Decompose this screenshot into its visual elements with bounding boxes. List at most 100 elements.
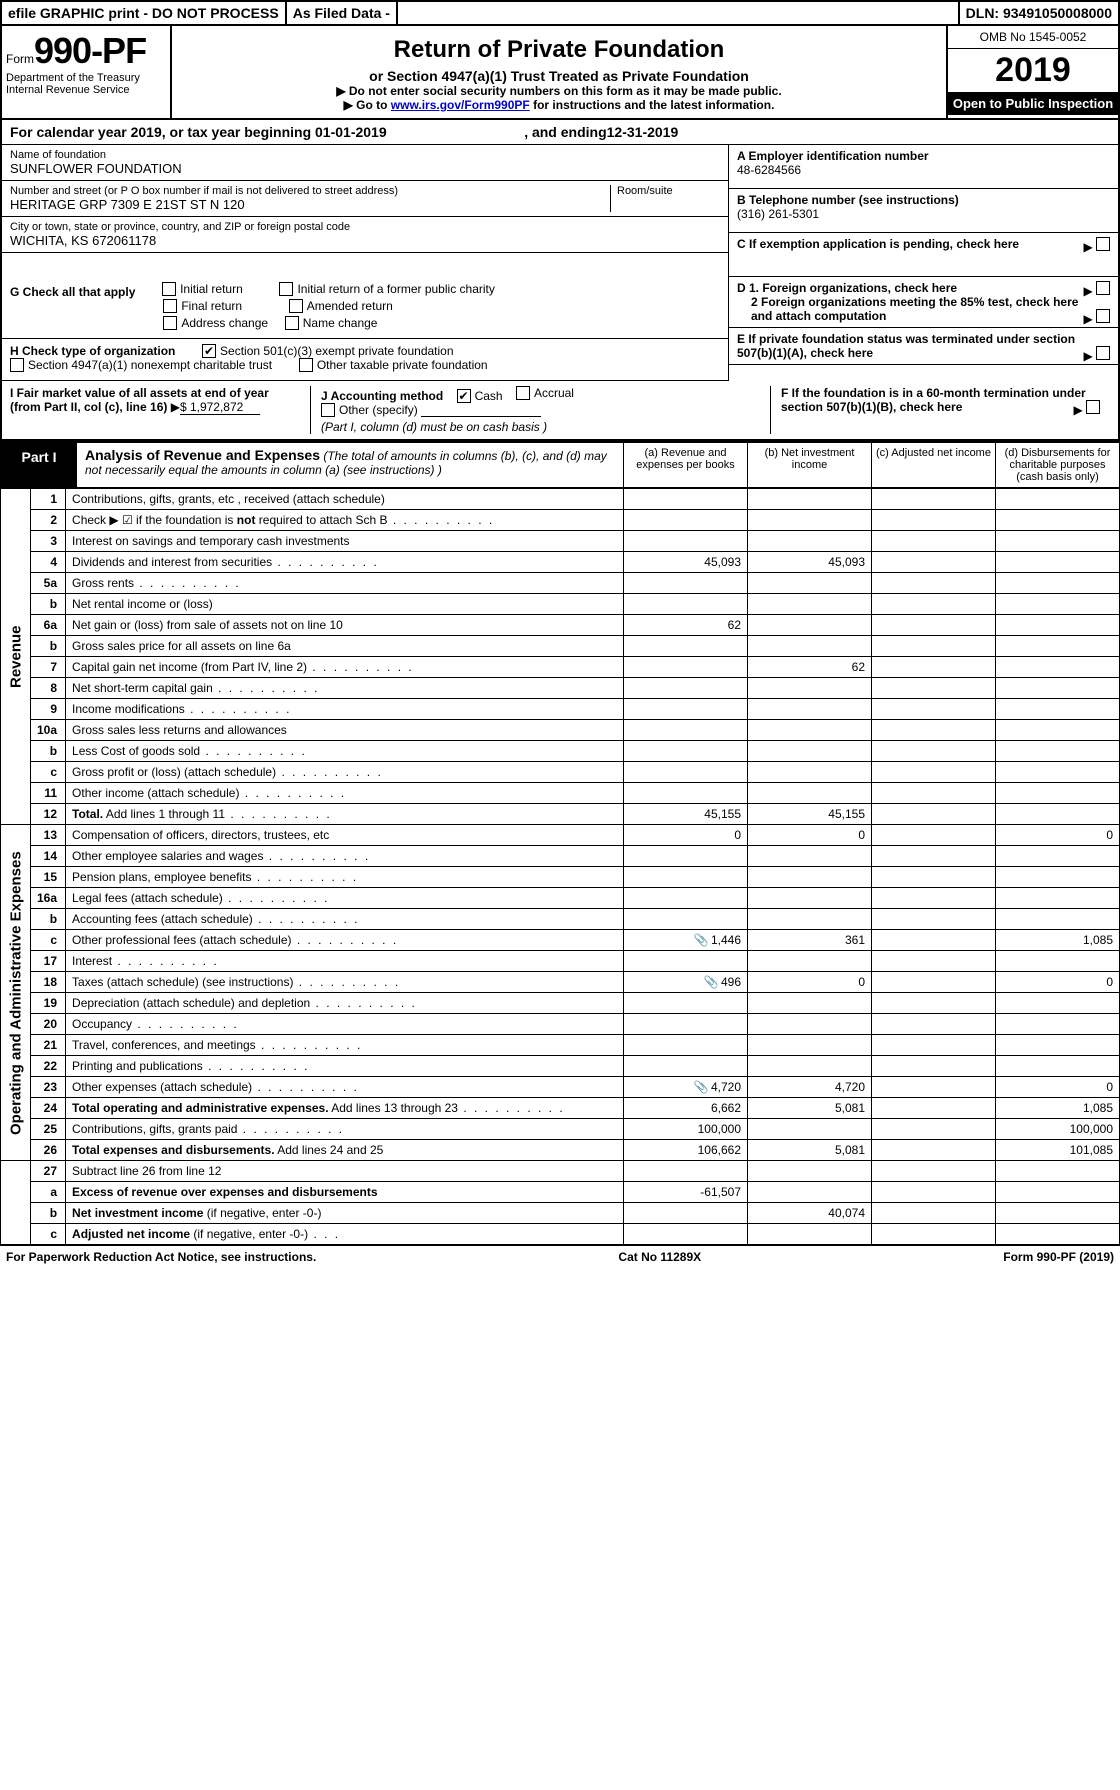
cb-final-return[interactable]: Final return [163,299,242,313]
col-a-val [624,1035,748,1056]
cb-name-change[interactable]: Name change [285,316,378,330]
phone-value: (316) 261-5301 [737,207,1110,221]
c-check: ▶ [1083,237,1110,254]
col-d-val [996,846,1120,867]
calyear-pre: For calendar year 2019, or tax year begi… [10,124,315,140]
cb-cash[interactable]: Cash [457,389,503,403]
line-number: 12 [31,804,66,825]
col-b-val: 45,093 [748,552,872,573]
calyear-end: 12-31-2019 [607,124,679,140]
cb-label: Cash [475,389,503,403]
j-note: (Part I, column (d) must be on cash basi… [321,420,547,434]
attachment-icon[interactable]: 📎 [691,933,711,947]
line-row: 27Subtract line 26 from line 12 [1,1161,1120,1182]
cb-label: Address change [181,316,268,330]
attachment-icon[interactable]: 📎 [701,975,721,989]
line-desc: Other income (attach schedule) [66,783,624,804]
line-row: 7Capital gain net income (from Part IV, … [1,657,1120,678]
irs-link[interactable]: www.irs.gov/Form990PF [391,98,530,112]
line-desc: Gross sales less returns and allowances [66,720,624,741]
city-label: City or town, state or province, country… [10,221,720,233]
line-number: 27 [31,1161,66,1182]
line-desc: Net gain or (loss) from sale of assets n… [66,615,624,636]
col-c-val [872,720,996,741]
e-check: ▶ [1083,346,1110,363]
cb-other-taxable[interactable]: Other taxable private foundation [299,358,488,372]
part1-title: Analysis of Revenue and Expenses [85,447,320,463]
dept-label: Department of the Treasury [6,72,166,84]
omb-number: OMB No 1545-0052 [948,26,1118,49]
line-desc: Net short-term capital gain [66,678,624,699]
col-c-val [872,972,996,993]
col-d-val: 0 [996,1077,1120,1098]
c-label: C If exemption application is pending, c… [737,237,1019,251]
col-b-head: (b) Net investment income [747,443,871,487]
line-desc: Gross sales price for all assets on line… [66,636,624,657]
line-number: c [31,930,66,951]
col-c-val [872,573,996,594]
ein-cell: A Employer identification number 48-6284… [729,145,1118,189]
line-row: aExcess of revenue over expenses and dis… [1,1182,1120,1203]
line-row: bNet rental income or (loss) [1,594,1120,615]
f-section: F If the foundation is in a 60-month ter… [770,386,1110,434]
line-row: 12Total. Add lines 1 through 1145,15545,… [1,804,1120,825]
cb-amended[interactable]: Amended return [289,299,393,313]
line-row: 4Dividends and interest from securities4… [1,552,1120,573]
col-d-val [996,720,1120,741]
line-row: 19Depreciation (attach schedule) and dep… [1,993,1120,1014]
line-row: 8Net short-term capital gain [1,678,1120,699]
form-no-big: 990-PF [34,30,146,71]
col-d-val [996,1056,1120,1077]
col-d-val [996,993,1120,1014]
col-d-val: 1,085 [996,930,1120,951]
cb-accrual[interactable]: Accrual [516,386,574,400]
line-desc: Net rental income or (loss) [66,594,624,615]
cb-initial-return[interactable]: Initial return [162,282,243,296]
col-b-val [748,762,872,783]
form-header: Form990-PF Department of the Treasury In… [0,26,1120,120]
cb-address-change[interactable]: Address change [163,316,268,330]
cb-4947[interactable]: Section 4947(a)(1) nonexempt charitable … [10,358,272,372]
attachment-icon[interactable]: 📎 [691,1080,711,1094]
line-number: 19 [31,993,66,1014]
col-b-val: 5,081 [748,1140,872,1161]
ein-label: A Employer identification number [737,149,1110,163]
line-desc: Pension plans, employee benefits [66,867,624,888]
col-a-val [624,699,748,720]
part1-header: Part I Analysis of Revenue and Expenses … [0,441,1120,488]
line-number: 9 [31,699,66,720]
line-desc: Gross rents [66,573,624,594]
note2-pre: ▶ Go to [344,98,391,112]
line-row: 22Printing and publications [1,1056,1120,1077]
footer-mid: Cat No 11289X [618,1250,701,1264]
col-c-val [872,531,996,552]
line-number: 11 [31,783,66,804]
col-d-val [996,531,1120,552]
city-cell: City or town, state or province, country… [2,217,728,253]
cb-501c3[interactable]: Section 501(c)(3) exempt private foundat… [202,344,453,358]
cb-former-public[interactable]: Initial return of a former public charit… [279,282,494,296]
col-a-val [624,909,748,930]
col-a-val [624,867,748,888]
col-c-val [872,1140,996,1161]
col-c-val [872,615,996,636]
col-a-val: 6,662 [624,1098,748,1119]
line-row: bGross sales price for all assets on lin… [1,636,1120,657]
line-row: 26Total expenses and disbursements. Add … [1,1140,1120,1161]
g-label: G Check all that apply [10,285,135,299]
line-number: 23 [31,1077,66,1098]
line-row: 11Other income (attach schedule) [1,783,1120,804]
col-a-val [624,636,748,657]
line-number: 4 [31,552,66,573]
cb-other-method[interactable]: Other (specify) [321,403,418,417]
col-d-val [996,510,1120,531]
line-number: b [31,1203,66,1224]
col-a-val [624,678,748,699]
col-b-val [748,1182,872,1203]
form-title: Return of Private Foundation [182,36,936,64]
col-c-val [872,657,996,678]
col-c-val [872,1056,996,1077]
col-b-val [748,1119,872,1140]
as-filed: As Filed Data - [287,2,398,24]
col-c-val [872,1224,996,1245]
